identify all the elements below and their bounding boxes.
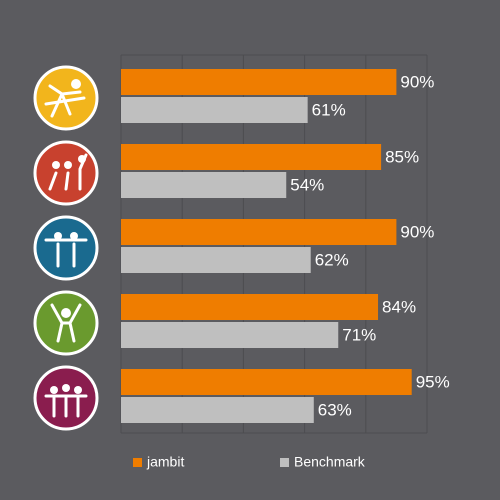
bar xyxy=(121,247,311,273)
icon-group xyxy=(33,365,99,431)
legend-swatch xyxy=(280,458,289,467)
value-label: 63% xyxy=(318,400,352,419)
icons xyxy=(33,65,99,431)
bar xyxy=(121,69,397,95)
value-label: 85% xyxy=(385,147,419,166)
bar xyxy=(121,397,314,423)
value-label: 84% xyxy=(382,297,416,316)
bar xyxy=(121,97,308,123)
bar xyxy=(121,144,382,170)
legend-label: Benchmark xyxy=(294,454,366,470)
legend-swatch xyxy=(133,458,142,467)
icon-volleyball xyxy=(33,65,99,131)
value-label: 95% xyxy=(416,372,450,391)
value-label: 90% xyxy=(400,222,434,241)
icon-pair xyxy=(33,215,99,281)
bar xyxy=(121,219,397,245)
bar xyxy=(121,322,339,348)
icon-team xyxy=(33,140,99,206)
value-label: 54% xyxy=(290,175,324,194)
bar xyxy=(121,294,379,320)
value-label: 71% xyxy=(342,325,376,344)
icon-jump xyxy=(33,290,99,356)
bar xyxy=(121,369,412,395)
value-label: 90% xyxy=(400,72,434,91)
bar xyxy=(121,172,287,198)
value-label: 61% xyxy=(312,100,346,119)
value-label: 62% xyxy=(315,250,349,269)
legend-label: jambit xyxy=(146,454,184,470)
